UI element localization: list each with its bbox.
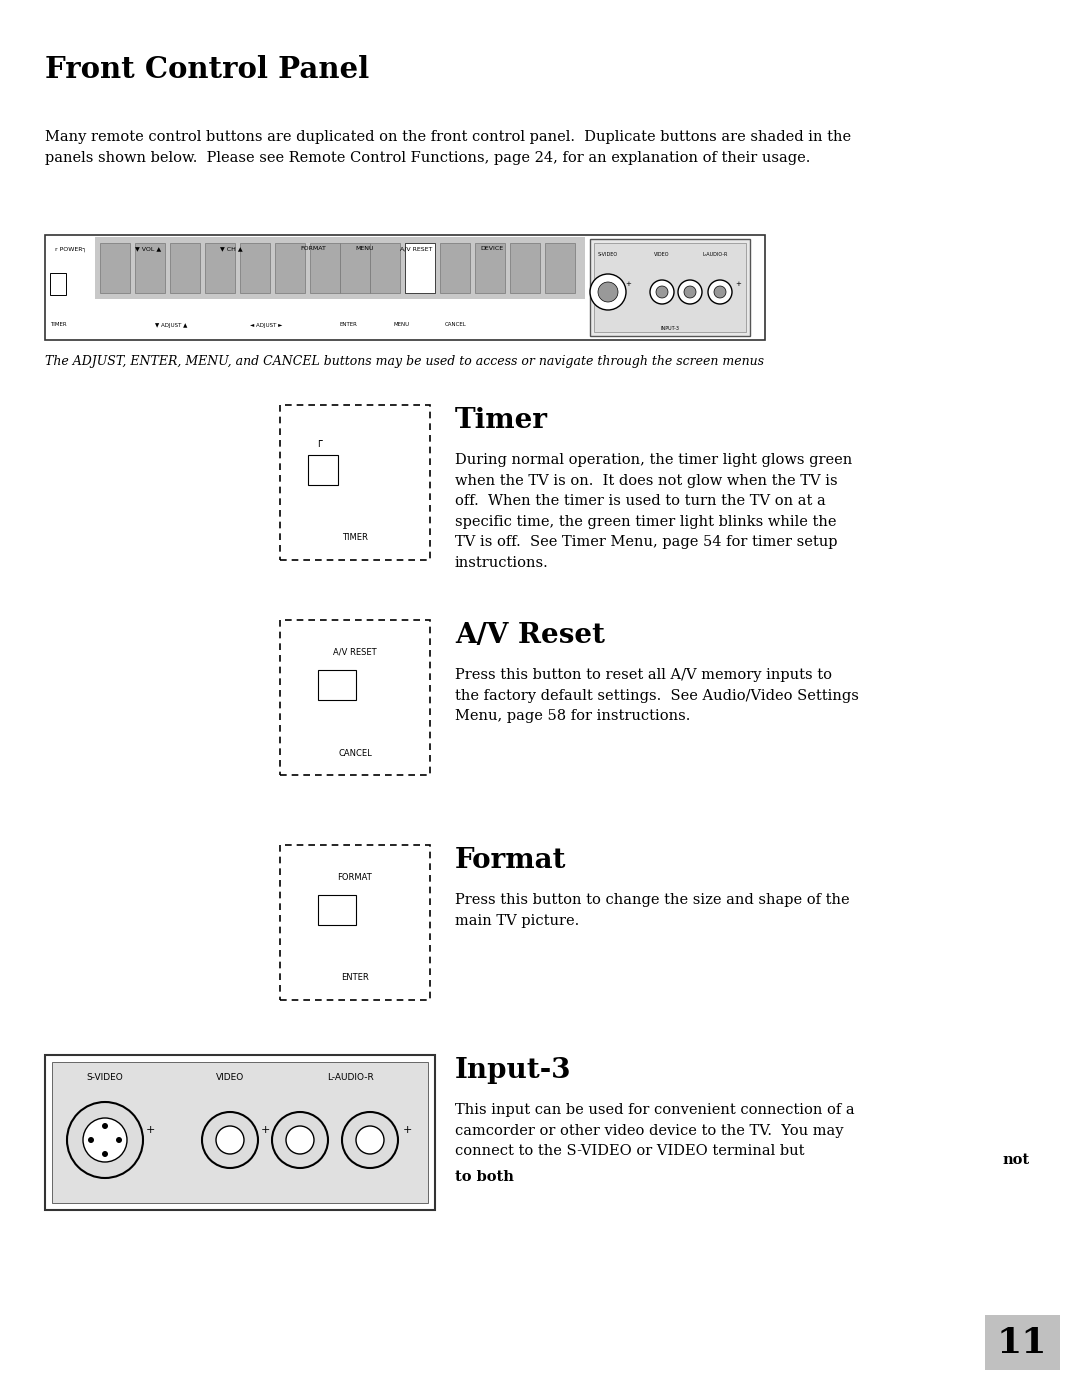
Text: INPUT-3: INPUT-3 [661, 326, 679, 331]
Circle shape [342, 1112, 399, 1168]
Bar [510, 243, 540, 293]
Bar [405, 243, 435, 293]
Text: ▼ CH ▲: ▼ CH ▲ [220, 246, 243, 251]
Bar [310, 243, 340, 293]
Text: The ADJUST, ENTER, MENU, and CANCEL buttons may be used to access or navigate th: The ADJUST, ENTER, MENU, and CANCEL butt… [45, 355, 764, 367]
Text: This input can be used for convenient connection of a
camcorder or other video d: This input can be used for convenient co… [455, 1104, 854, 1158]
Bar [170, 243, 200, 293]
Text: A/V RESET: A/V RESET [400, 246, 432, 251]
Text: +: + [260, 1125, 270, 1134]
Circle shape [650, 279, 674, 305]
Text: Front Control Panel: Front Control Panel [45, 54, 369, 84]
Bar [240, 243, 270, 293]
Text: +: + [625, 281, 631, 286]
Text: ◄ ADJUST ►: ◄ ADJUST ► [249, 323, 282, 327]
Circle shape [216, 1126, 244, 1154]
Text: Timer: Timer [455, 407, 548, 434]
Bar [440, 243, 470, 293]
Text: VIDEO: VIDEO [216, 1073, 244, 1081]
Circle shape [102, 1151, 108, 1157]
Circle shape [714, 286, 726, 298]
Circle shape [87, 1137, 94, 1143]
Text: not: not [1002, 1153, 1029, 1166]
Bar [308, 455, 338, 485]
Bar [45, 235, 765, 339]
Bar [340, 243, 370, 293]
Text: FORMAT: FORMAT [338, 873, 373, 882]
Text: MENU: MENU [393, 323, 409, 327]
Bar [275, 243, 305, 293]
Bar [318, 895, 356, 925]
Text: ▼ VOL ▲: ▼ VOL ▲ [135, 246, 161, 251]
Circle shape [590, 274, 626, 310]
Circle shape [272, 1112, 328, 1168]
Circle shape [684, 286, 696, 298]
Bar [590, 239, 750, 337]
Text: During normal operation, the timer light glows green
when the TV is on.  It does: During normal operation, the timer light… [455, 453, 852, 570]
Text: r POWER┐: r POWER┐ [55, 246, 86, 251]
Bar [52, 1062, 428, 1203]
Text: Press this button to change the size and shape of the
main TV picture.: Press this button to change the size and… [455, 893, 850, 928]
Text: L-AUDIO-R: L-AUDIO-R [326, 1073, 374, 1081]
Circle shape [102, 1123, 108, 1129]
Circle shape [286, 1126, 314, 1154]
Bar [50, 272, 66, 295]
Text: TIMER: TIMER [342, 534, 368, 542]
Bar [594, 243, 746, 332]
Text: A/V Reset: A/V Reset [455, 622, 605, 650]
Circle shape [116, 1137, 122, 1143]
Text: L-AUDIO-R: L-AUDIO-R [702, 253, 728, 257]
Circle shape [708, 279, 732, 305]
Bar [205, 243, 235, 293]
Bar [318, 671, 356, 700]
Circle shape [656, 286, 669, 298]
Circle shape [678, 279, 702, 305]
Text: to both: to both [455, 1171, 514, 1185]
Text: S-VIDEO: S-VIDEO [86, 1073, 123, 1081]
Text: CANCEL: CANCEL [445, 323, 467, 327]
Text: Many remote control buttons are duplicated on the front control panel.  Duplicat: Many remote control buttons are duplicat… [45, 130, 851, 165]
Text: MENU: MENU [355, 246, 374, 251]
Text: FORMAT: FORMAT [300, 246, 326, 251]
Text: +: + [735, 281, 741, 286]
Text: 11: 11 [997, 1326, 1048, 1361]
Text: S-VIDEO: S-VIDEO [598, 253, 618, 257]
Text: Press this button to reset all A/V memory inputs to
the factory default settings: Press this button to reset all A/V memor… [455, 668, 859, 724]
Text: ▼ ADJUST ▲: ▼ ADJUST ▲ [156, 323, 187, 327]
Circle shape [67, 1102, 143, 1178]
Bar [45, 1055, 435, 1210]
Bar [135, 243, 165, 293]
Text: Format: Format [455, 847, 567, 875]
Bar [95, 237, 585, 299]
Bar [475, 243, 505, 293]
Text: TIMER: TIMER [50, 323, 67, 327]
Text: VIDEO: VIDEO [654, 253, 670, 257]
Text: ENTER: ENTER [341, 974, 369, 982]
Text: DEVICE: DEVICE [480, 246, 503, 251]
Bar [545, 243, 575, 293]
Circle shape [356, 1126, 384, 1154]
Bar [370, 243, 400, 293]
Text: Input-3: Input-3 [455, 1058, 571, 1084]
Circle shape [83, 1118, 127, 1162]
Bar [985, 1315, 1059, 1370]
Text: +: + [146, 1125, 154, 1134]
Text: ┌: ┌ [314, 437, 322, 447]
Text: A/V RESET: A/V RESET [334, 647, 377, 657]
Text: ENTER: ENTER [340, 323, 357, 327]
Circle shape [202, 1112, 258, 1168]
Circle shape [598, 282, 618, 302]
Bar [100, 243, 130, 293]
Text: CANCEL: CANCEL [338, 749, 372, 757]
Text: +: + [403, 1125, 411, 1134]
